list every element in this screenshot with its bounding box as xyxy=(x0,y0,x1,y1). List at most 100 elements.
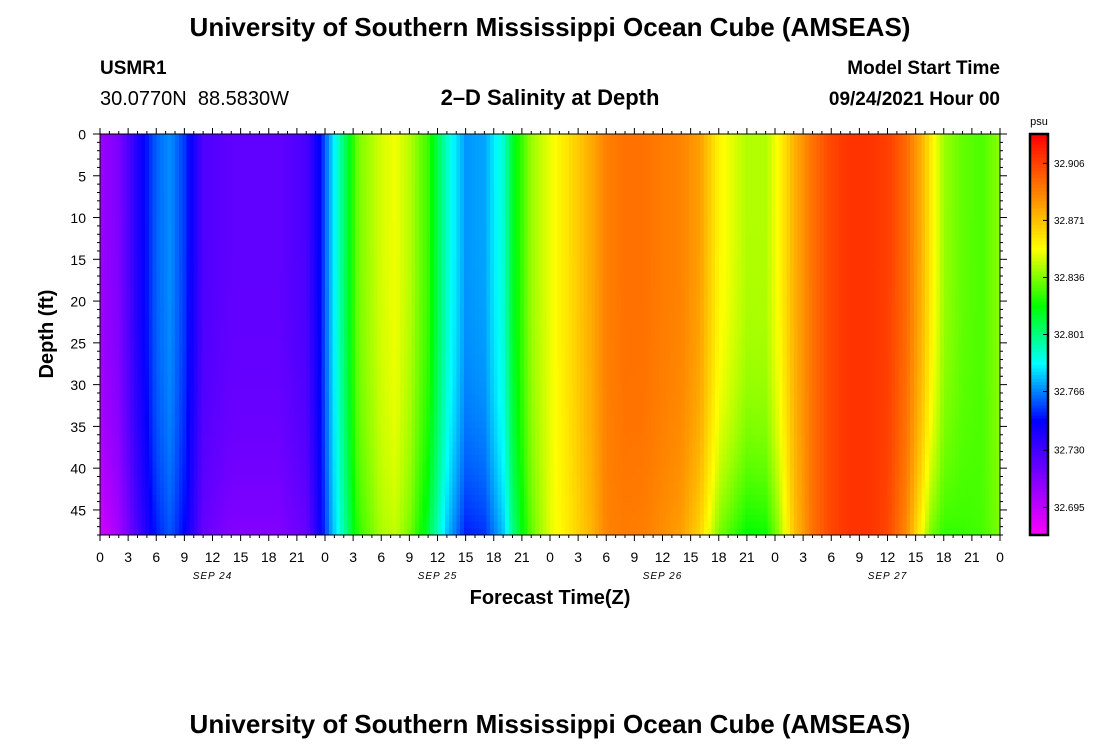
heatmap-cell xyxy=(268,194,274,202)
heatmap-cell xyxy=(298,147,304,155)
heatmap-cell xyxy=(283,528,289,536)
heatmap-cell xyxy=(287,408,292,416)
heatmap-cell xyxy=(133,367,139,376)
heatmap-cell xyxy=(302,147,307,155)
heatmap-cell xyxy=(287,154,292,162)
heatmap-cell xyxy=(366,240,371,249)
heatmap-cell xyxy=(205,227,210,235)
heatmap-cell xyxy=(103,140,109,148)
heatmap-cell xyxy=(186,234,191,242)
heatmap-cell xyxy=(407,514,412,523)
heatmap-cell xyxy=(358,287,364,295)
heatmap-cell xyxy=(265,174,270,182)
heatmap-cell xyxy=(126,187,131,195)
heatmap-cell xyxy=(351,521,356,529)
heatmap-cell xyxy=(223,301,229,309)
heatmap-cell xyxy=(306,454,311,463)
heatmap-cell xyxy=(272,387,277,396)
heatmap-cell xyxy=(145,454,150,463)
heatmap-cell xyxy=(328,454,334,463)
heatmap-cell xyxy=(373,488,379,496)
heatmap-cell xyxy=(317,428,322,436)
heatmap-cell xyxy=(145,474,150,483)
heatmap-cell xyxy=(250,521,255,529)
heatmap-cell xyxy=(148,154,154,162)
heatmap-cell xyxy=(152,508,157,516)
heatmap-cell xyxy=(242,160,247,169)
heatmap-cell xyxy=(103,514,109,523)
heatmap-cell xyxy=(133,347,139,356)
heatmap-cell xyxy=(381,341,386,349)
heatmap-cell xyxy=(178,414,184,422)
heatmap-cell xyxy=(351,247,356,255)
heatmap-cell xyxy=(403,488,409,496)
heatmap-cell xyxy=(272,334,277,342)
heatmap-cell xyxy=(100,474,105,483)
heatmap-cell xyxy=(265,147,270,155)
heatmap-cell xyxy=(171,281,176,289)
heatmap-cell xyxy=(261,374,266,382)
heatmap-cell xyxy=(152,180,157,189)
heatmap-cell xyxy=(336,281,341,289)
heatmap-cell xyxy=(295,501,300,509)
heatmap-cell xyxy=(141,408,146,416)
heatmap-cell xyxy=(340,287,345,295)
heatmap-cell xyxy=(171,414,176,422)
heatmap-cell xyxy=(310,401,315,409)
heatmap-cell xyxy=(340,207,345,215)
heatmap-cell xyxy=(167,220,172,229)
heatmap-cell xyxy=(253,240,259,249)
heatmap-cell xyxy=(403,314,409,322)
heatmap-cell xyxy=(118,501,124,509)
heatmap-cell xyxy=(231,367,236,376)
heatmap-cell xyxy=(223,434,229,443)
heatmap-cell xyxy=(235,154,240,162)
heatmap-cell xyxy=(306,508,311,516)
heatmap-cell xyxy=(160,154,165,162)
heatmap-cell xyxy=(392,481,397,489)
heatmap-cell xyxy=(216,361,221,369)
heatmap-cell xyxy=(257,140,262,148)
heatmap-cell xyxy=(242,147,247,155)
heatmap-cell xyxy=(111,401,116,409)
heatmap-cell xyxy=(381,347,386,356)
heatmap-cell xyxy=(197,281,202,289)
heatmap-cell xyxy=(137,494,142,503)
heatmap-cell xyxy=(137,474,142,483)
heatmap-cell xyxy=(212,180,217,189)
heatmap-cell xyxy=(265,488,270,496)
heatmap-cell xyxy=(171,160,176,169)
heatmap-cell xyxy=(156,187,161,195)
heatmap-cell xyxy=(306,160,311,169)
heatmap-cell xyxy=(235,240,240,249)
heatmap-cell xyxy=(373,481,379,489)
heatmap-cell xyxy=(118,381,124,389)
heatmap-cell xyxy=(137,147,142,155)
heatmap-cell xyxy=(122,387,127,396)
heatmap-cell xyxy=(175,214,180,222)
heatmap-cell xyxy=(388,227,394,235)
heatmap-cell xyxy=(268,160,274,169)
heatmap-cell xyxy=(257,394,262,402)
heatmap-cell xyxy=(152,474,157,483)
heatmap-cell xyxy=(332,214,337,222)
heatmap-cell xyxy=(220,287,225,295)
heatmap-cell xyxy=(103,347,109,356)
heatmap-cell xyxy=(182,408,187,416)
heatmap-cell xyxy=(160,441,165,449)
heatmap-cell xyxy=(148,147,154,155)
heatmap-cell xyxy=(216,374,221,382)
heatmap-cell xyxy=(347,254,352,262)
heatmap-cell xyxy=(310,414,315,422)
heatmap-cell xyxy=(298,140,304,148)
heatmap-cell xyxy=(160,341,165,349)
heatmap-cell xyxy=(392,287,397,295)
heatmap-cell xyxy=(295,240,300,249)
heatmap-cell xyxy=(205,381,210,389)
heatmap-cell xyxy=(280,421,285,429)
heatmap-cell xyxy=(235,327,240,336)
heatmap-cell xyxy=(291,167,296,175)
heatmap-cell xyxy=(133,260,139,269)
heatmap-cell xyxy=(242,200,247,209)
heatmap-cell xyxy=(366,508,371,516)
